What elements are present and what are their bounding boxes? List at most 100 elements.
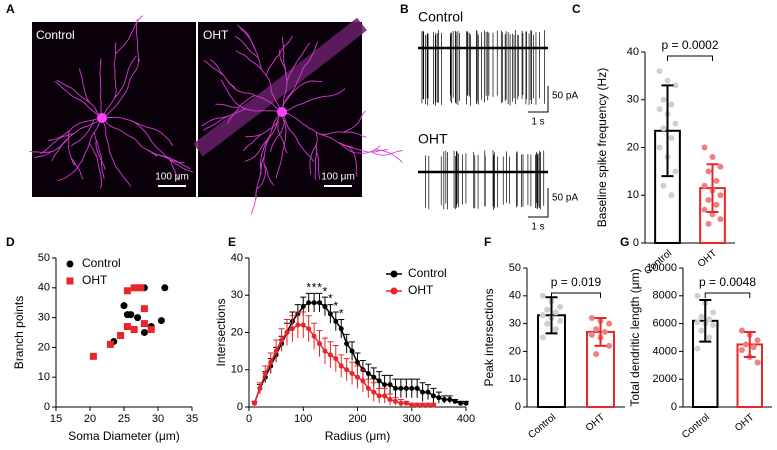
scale-bar-label: 100 μm [155, 172, 189, 183]
y-tick-label: 30 [38, 312, 50, 324]
legend-marker [390, 270, 398, 278]
dendrite [337, 141, 381, 154]
y-tick-label: 8000 [653, 290, 677, 302]
data-point [157, 317, 165, 325]
data-point [709, 154, 716, 161]
data-point [672, 168, 679, 175]
dendrite [54, 80, 103, 119]
x-tick-label: 15 [50, 413, 62, 425]
data-point [414, 402, 420, 408]
data-point [398, 400, 404, 406]
data-point [317, 341, 323, 347]
significance-marker: * [333, 299, 338, 313]
y-axis-label: Branch points [12, 296, 26, 369]
x-axis-label: Radius (μm) [325, 429, 391, 443]
data-point [706, 316, 713, 323]
panel-label: G [620, 235, 629, 249]
soma [97, 113, 107, 123]
panel-label: E [228, 235, 236, 249]
data-point [403, 400, 409, 406]
x-tick-label: OHT [696, 248, 719, 270]
data-point [371, 389, 377, 395]
data-point [106, 340, 114, 348]
data-point [279, 337, 285, 343]
data-point [539, 292, 546, 299]
data-point [452, 398, 458, 404]
legend-marker [66, 277, 74, 285]
significance-marker: * [323, 284, 328, 298]
dendrite [234, 35, 259, 59]
data-point [349, 348, 355, 354]
x-tick-label: OHT [733, 412, 756, 434]
data-point [710, 309, 717, 316]
dendrite [153, 153, 191, 170]
dendrite [314, 147, 317, 180]
data-point [120, 302, 128, 310]
data-point [447, 397, 453, 403]
dendrite [256, 155, 266, 190]
data-point [317, 300, 323, 306]
data-point [463, 400, 469, 406]
blood-vessel [193, 17, 367, 157]
y-tick-label: 30 [627, 94, 639, 106]
data-point [552, 326, 559, 333]
data-point [134, 314, 142, 322]
data-point [414, 385, 420, 391]
significance-marker: * [328, 292, 333, 306]
data-point [656, 144, 663, 151]
dendrite [57, 117, 103, 181]
panel-label: B [400, 2, 409, 16]
data-point [668, 101, 675, 108]
legend-label: OHT [82, 273, 108, 287]
dendrite [70, 119, 95, 147]
data-point [742, 341, 749, 348]
x-tick-label: 0 [246, 413, 252, 425]
error-bar [594, 317, 607, 347]
legend-label: Control [82, 256, 121, 270]
error-bar [706, 163, 719, 213]
dendrite [281, 111, 353, 148]
legend-marker [390, 287, 398, 295]
data-point [705, 197, 712, 204]
dendrite [101, 42, 117, 119]
dendrite [348, 146, 358, 177]
x-tick-label: OHT [584, 412, 607, 434]
dendrite [29, 150, 54, 153]
dendrite [235, 50, 283, 113]
y-tick-label: 0 [515, 401, 521, 413]
data-point [333, 356, 339, 362]
data-point [140, 329, 148, 336]
dendrite [203, 116, 228, 131]
data-point [327, 311, 333, 317]
data-point [601, 328, 608, 335]
x-tick-label: 200 [348, 413, 366, 425]
data-point [349, 370, 355, 376]
data-point [355, 374, 360, 380]
dendrite [319, 131, 367, 138]
image-background [32, 22, 196, 197]
dendrite [99, 58, 103, 119]
dendrite [201, 108, 247, 127]
data-point [273, 348, 279, 354]
dendrite [56, 79, 103, 119]
data-point [89, 352, 97, 360]
data-point [754, 359, 761, 366]
data-point [430, 393, 436, 399]
data-point [588, 315, 595, 322]
data-point [387, 397, 393, 403]
data-point [123, 287, 131, 295]
data-point [557, 317, 564, 324]
data-point [295, 322, 301, 328]
dendrite [93, 131, 105, 179]
y-tick-label: 0 [44, 401, 50, 413]
y-tick-label: 30 [231, 289, 243, 301]
data-point [403, 385, 409, 391]
data-point [251, 400, 257, 406]
data-point [355, 359, 360, 365]
significance-marker: * [317, 281, 322, 295]
dendrite [371, 150, 403, 156]
data-point [289, 326, 295, 332]
data-point [660, 125, 667, 132]
data-point [698, 313, 705, 320]
